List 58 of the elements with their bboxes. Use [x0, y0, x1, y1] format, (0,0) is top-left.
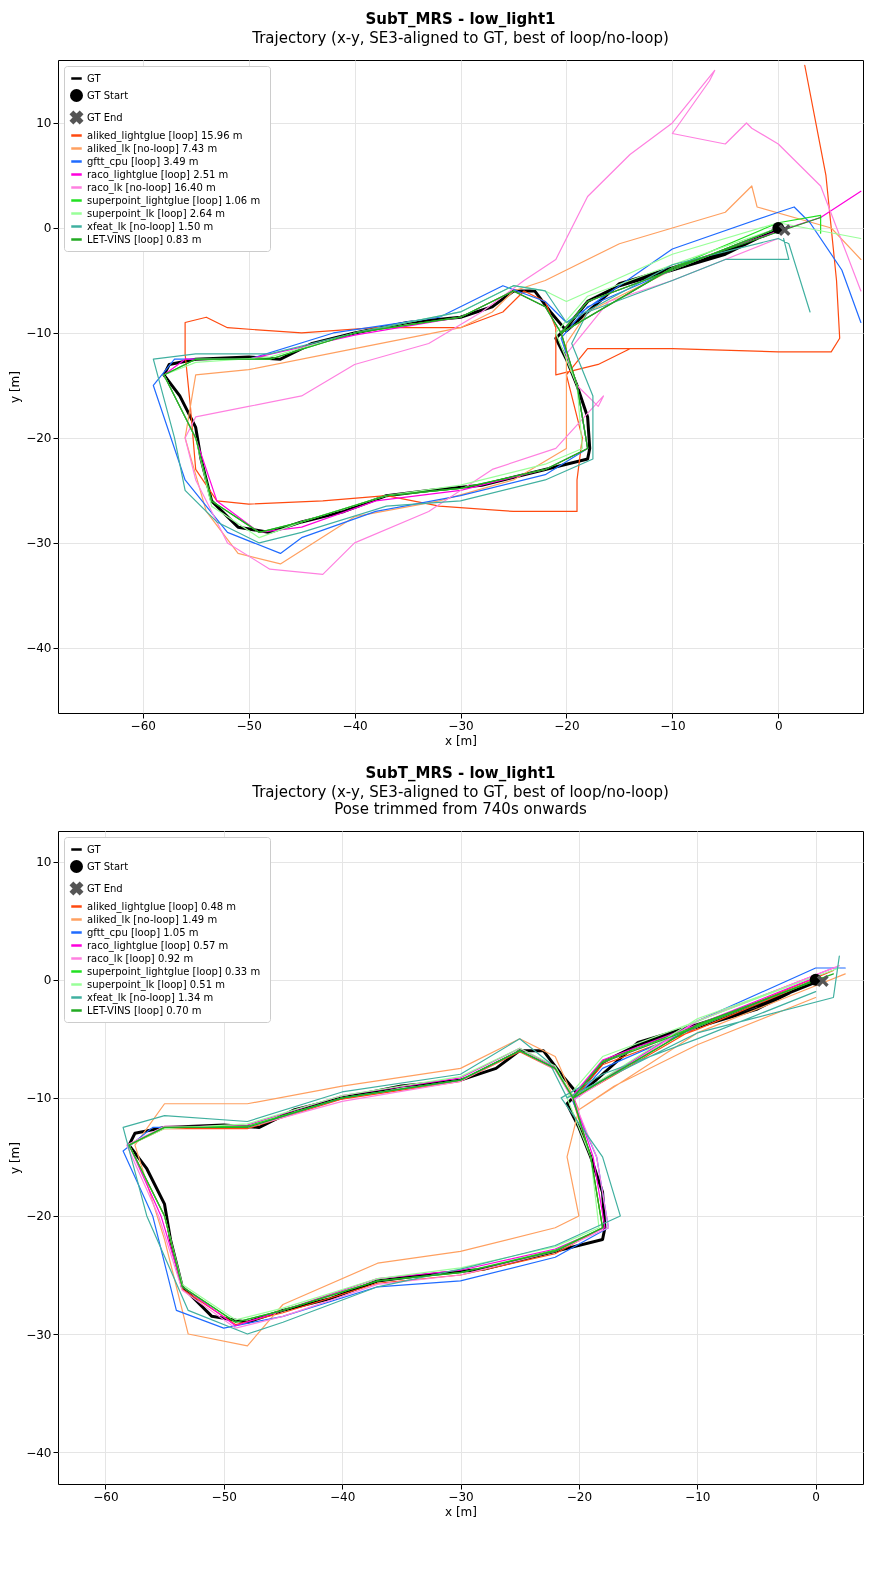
legend-label: GT: [87, 72, 102, 84]
x-tick-label: −30: [448, 1489, 474, 1504]
y-tick-label: −20: [26, 431, 52, 446]
x-tick-label: −60: [93, 1489, 119, 1504]
y-tick-label: 10: [36, 116, 52, 131]
legend-label: superpoint_lightglue [loop] 0.33 m: [87, 965, 261, 978]
legend-label: xfeat_lk [no-loop] 1.50 m: [87, 220, 214, 233]
y-tick-label: 0: [43, 973, 52, 988]
legend-label: raco_lightglue [loop] 0.57 m: [87, 939, 229, 952]
x-tick-label: −50: [211, 1489, 237, 1504]
legend-label: GT End: [87, 882, 123, 894]
x-tick-label: 0: [812, 1489, 820, 1504]
legend-label: raco_lk [loop] 0.92 m: [87, 952, 194, 965]
x-tick-label: −40: [329, 1489, 356, 1504]
legend-label: superpoint_lk [loop] 2.64 m: [87, 207, 225, 220]
legend-label: LET-VINS [loop] 0.83 m: [87, 233, 202, 245]
legend-label: aliked_lightglue [loop] 15.96 m: [87, 129, 243, 142]
legend-label: aliked_lk [no-loop] 1.49 m: [87, 913, 218, 926]
legend-label: GT: [87, 843, 102, 855]
y-tick-label: −30: [26, 1327, 52, 1342]
legend-label: gftt_cpu [loop] 3.49 m: [87, 155, 199, 168]
legend-label: LET-VINS [loop] 0.70 m: [87, 1004, 202, 1016]
legend-label: aliked_lightglue [loop] 0.48 m: [87, 900, 237, 913]
legend-label: raco_lk [no-loop] 16.40 m: [87, 181, 216, 194]
x-tick-label: −60: [130, 718, 156, 733]
chart-title: SubT_MRS - low_light1: [365, 764, 556, 782]
legend-label: aliked_lk [no-loop] 7.43 m: [87, 142, 218, 155]
x-tick-label: −10: [685, 1489, 711, 1504]
legend-label: GT End: [87, 111, 123, 123]
y-tick-label: −20: [26, 1209, 52, 1224]
legend-label: GT Start: [87, 860, 129, 872]
y-tick-label: −30: [26, 536, 52, 551]
chart-subtitle: Trajectory (x-y, SE3-aligned to GT, best of loop/no-loop) Pose trimmed from 740s onwards: [251, 783, 669, 818]
chart-subtitle: Trajectory (x-y, SE3-aligned to GT, best of loop/no-loop): [251, 29, 669, 47]
legend-label: superpoint_lightglue [loop] 1.06 m: [87, 194, 261, 207]
x-tick-label: −20: [566, 1489, 593, 1504]
x-axis-title: x [m]: [445, 1504, 477, 1519]
legend-label: xfeat_lk [no-loop] 1.34 m: [87, 991, 214, 1004]
y-axis-title: y [m]: [8, 1142, 23, 1174]
y-tick-label: −10: [26, 1091, 52, 1106]
chart-title: SubT_MRS - low_light1: [365, 10, 556, 28]
x-tick-label: −20: [554, 718, 580, 733]
x-tick-label: −30: [448, 718, 474, 733]
y-tick-label: −40: [26, 1445, 52, 1460]
legend-label: GT Start: [87, 89, 129, 101]
x-tick-label: −40: [342, 718, 368, 733]
x-axis-title: x [m]: [445, 733, 477, 748]
x-tick-label: −50: [236, 718, 262, 733]
y-tick-label: −10: [26, 326, 52, 341]
y-tick-label: 10: [36, 855, 52, 870]
y-axis-title: y [m]: [8, 371, 23, 403]
legend-label: raco_lightglue [loop] 2.51 m: [87, 168, 229, 181]
legend-label: superpoint_lk [loop] 0.51 m: [87, 978, 225, 991]
x-tick-label: 0: [774, 718, 783, 733]
legend-label: gftt_cpu [loop] 1.05 m: [87, 926, 199, 939]
x-tick-label: −10: [660, 718, 686, 733]
y-tick-label: 0: [43, 221, 52, 236]
y-tick-label: −40: [26, 641, 52, 656]
